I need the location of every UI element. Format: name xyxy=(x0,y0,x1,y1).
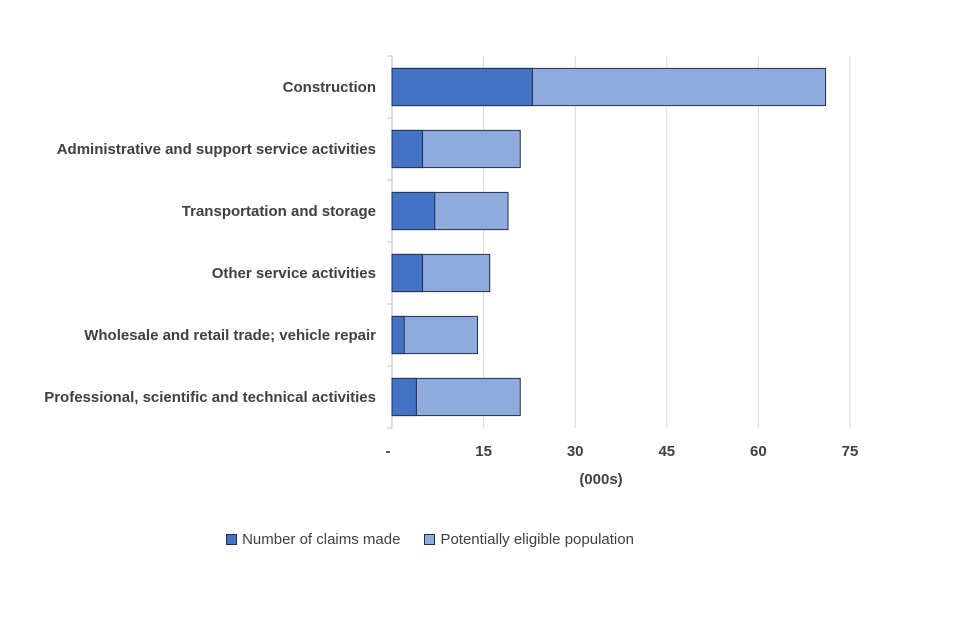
category-label: Other service activities xyxy=(212,265,376,282)
gridlines xyxy=(387,55,851,429)
bars xyxy=(391,67,827,417)
legend-item-eligible: Potentially eligible population xyxy=(424,531,634,548)
category-label: Professional, scientific and technical a… xyxy=(44,389,376,406)
x-tick-label: - xyxy=(386,443,391,460)
x-tick-label: 75 xyxy=(842,443,859,460)
bar-claims-made xyxy=(391,191,436,231)
x-tick-label: 45 xyxy=(658,443,675,460)
category-label: Construction xyxy=(283,79,376,96)
bar-claims-made xyxy=(391,315,405,355)
x-tick-labels: - 15 30 45 60 75 xyxy=(386,443,859,460)
legend-swatch-claims xyxy=(226,534,238,545)
bar-eligible-population xyxy=(391,315,478,355)
category-label: Administrative and support service activ… xyxy=(57,141,376,158)
bar-claims-made xyxy=(391,129,424,169)
legend-swatch-eligible xyxy=(424,534,436,545)
bar-claims-made xyxy=(391,377,417,417)
legend: Number of claims made Potentially eligib… xyxy=(0,531,860,548)
category-label: Transportation and storage xyxy=(182,203,376,220)
legend-label-eligible: Potentially eligible population xyxy=(440,531,634,548)
bar-claims-made xyxy=(391,253,424,293)
x-axis-label: (000s) xyxy=(579,471,622,488)
x-tick-label: 15 xyxy=(475,443,492,460)
x-tick-label: 60 xyxy=(750,443,767,460)
category-labels: Construction Administrative and support s… xyxy=(44,79,376,406)
bar-claims-made xyxy=(391,67,533,107)
legend-item-claims: Number of claims made xyxy=(226,531,400,548)
category-label: Wholesale and retail trade; vehicle repa… xyxy=(84,327,376,344)
x-tick-label: 30 xyxy=(567,443,584,460)
legend-label-claims: Number of claims made xyxy=(242,531,401,548)
